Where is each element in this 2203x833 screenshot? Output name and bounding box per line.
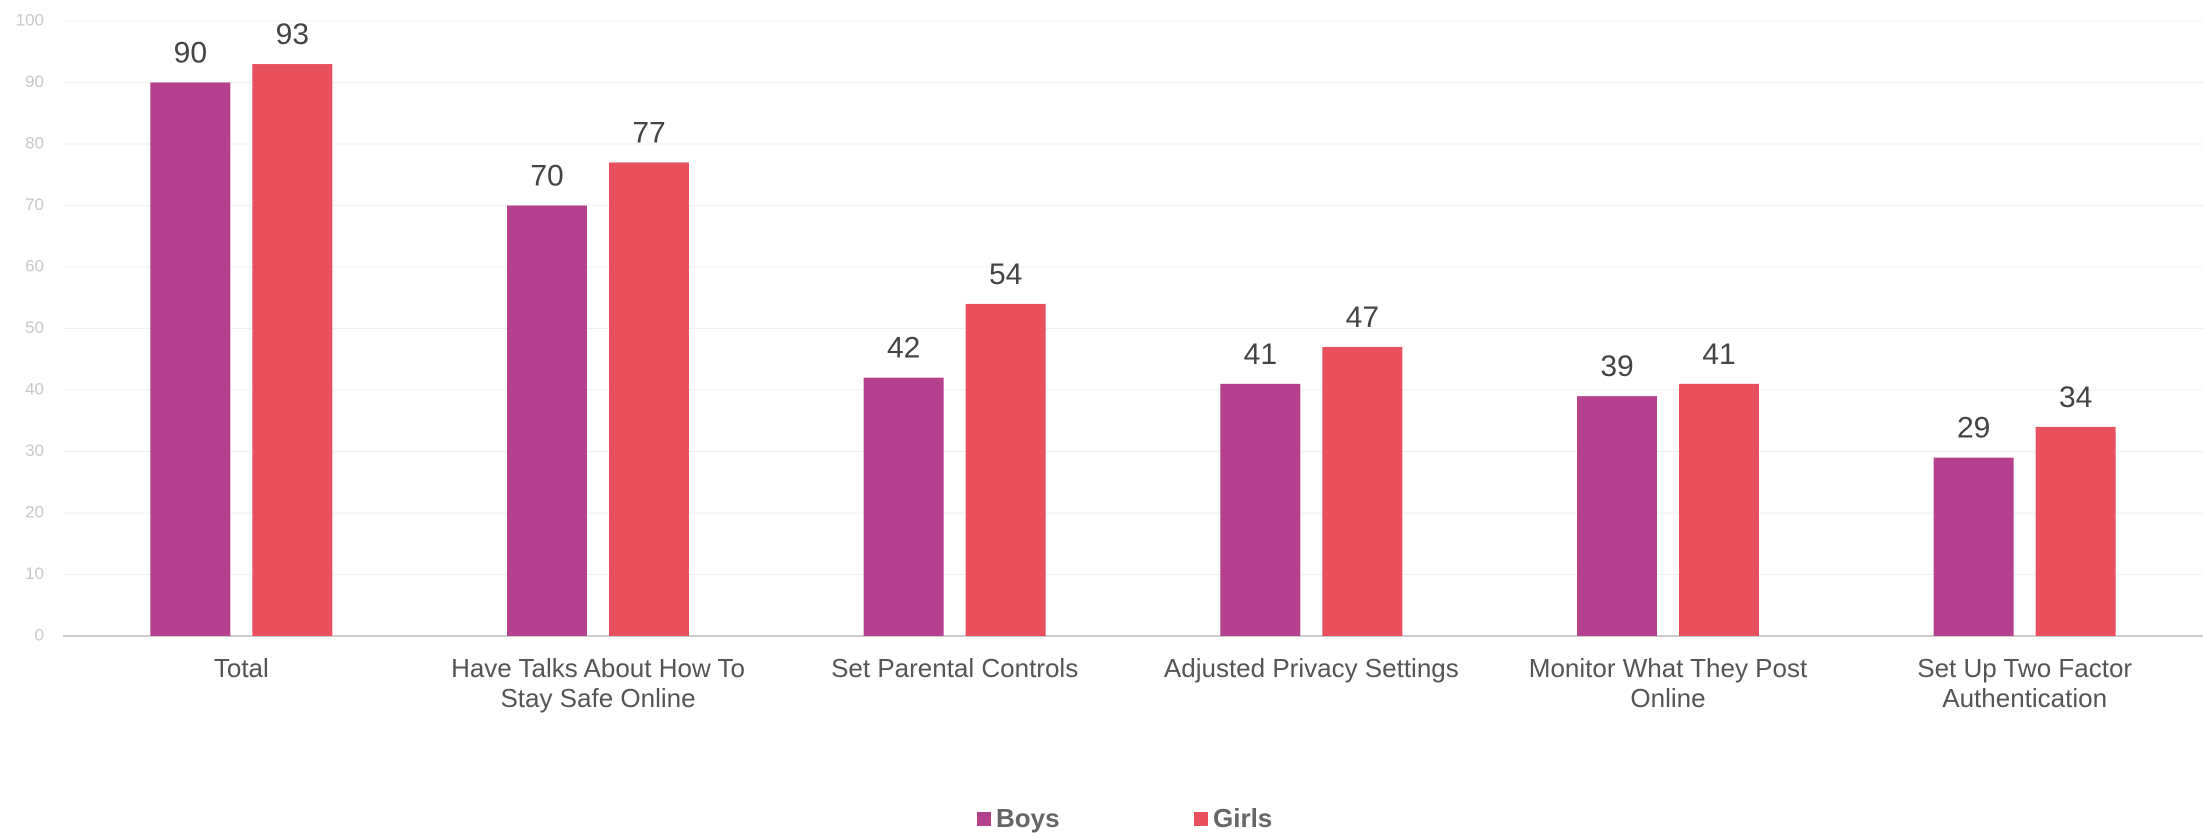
y-tick-label: 60 (25, 256, 44, 275)
y-tick-label: 90 (25, 72, 44, 91)
bar (1933, 457, 2014, 636)
data-label: 41 (1244, 338, 1277, 371)
y-tick-label: 30 (25, 441, 44, 460)
x-tick-label: Adjusted Privacy Settings (1163, 653, 1459, 683)
y-tick-label: 50 (25, 318, 44, 337)
data-label: 77 (632, 116, 665, 149)
bar (507, 205, 587, 636)
y-tick-label: 20 (25, 502, 44, 521)
data-label: 70 (530, 159, 563, 192)
data-label: 47 (1346, 301, 1379, 334)
x-tick-label: Monitor What They Post Online (1528, 653, 1808, 713)
data-label: 41 (1702, 338, 1735, 371)
x-tick-label: Set Parental Controls (831, 653, 1079, 683)
bar (863, 377, 944, 636)
bar (1322, 346, 1403, 636)
data-label: 54 (989, 258, 1022, 291)
bar (1220, 383, 1301, 636)
bar (2035, 426, 2116, 636)
y-tick-label: 0 (35, 625, 44, 644)
bar (252, 64, 333, 637)
data-label: 42 (887, 332, 920, 365)
legend-label: Boys (996, 803, 1060, 833)
y-tick-label: 10 (25, 564, 44, 583)
x-tick-label: Have Talks About How To Stay Safe Online (451, 653, 745, 713)
y-tick-label: 100 (16, 10, 44, 29)
legend-swatch (977, 812, 991, 826)
data-label: 93 (276, 18, 309, 51)
data-label: 34 (2059, 381, 2092, 414)
data-label: 39 (1600, 350, 1633, 383)
x-tick-label: Total (213, 653, 269, 683)
y-tick-label: 80 (25, 133, 44, 152)
legend-label: Girls (1213, 803, 1272, 833)
x-tick-label: Set Up Two Factor Authentication (1917, 653, 2133, 713)
legend-swatch (1194, 812, 1208, 826)
bar (609, 162, 689, 636)
y-tick-label: 40 (25, 379, 44, 398)
y-tick-label: 70 (25, 195, 44, 214)
data-label: 29 (1957, 412, 1990, 445)
data-label: 90 (174, 36, 207, 69)
bar (965, 303, 1046, 636)
bar (150, 82, 231, 636)
bar (1577, 396, 1657, 636)
bar (1679, 383, 1759, 636)
